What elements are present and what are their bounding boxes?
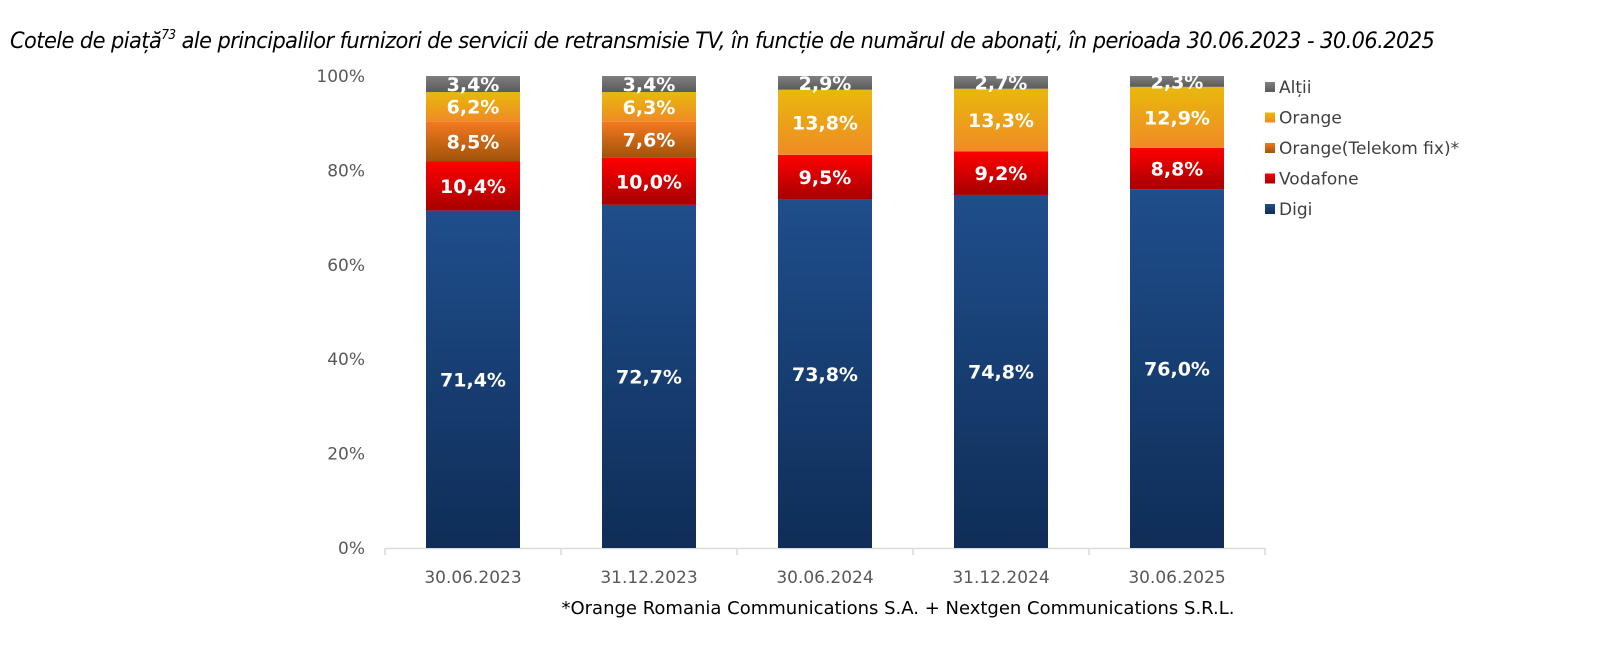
legend-item: Vodafone — [1265, 170, 1359, 190]
bar-segment — [426, 210, 520, 548]
bar-segment — [426, 76, 520, 93]
legend-item: Orange — [1265, 109, 1342, 129]
data-label: 10,0% — [616, 171, 682, 193]
bar-segment — [778, 199, 872, 548]
bar-segment — [778, 154, 872, 200]
legend-label: Alții — [1279, 78, 1311, 98]
data-label: 73,8% — [792, 364, 858, 386]
bar-segment — [954, 76, 1048, 89]
data-label: 9,5% — [799, 167, 852, 189]
data-label: 3,4% — [623, 74, 676, 96]
y-tick-label: 20% — [327, 445, 365, 465]
data-label: 2,9% — [799, 73, 852, 95]
x-axis: 30.06.2023 31.12.2023 30.06.2024 31.12.2024… — [384, 547, 1266, 588]
chart-title: Cotele de piață73 ale principalilor furn… — [10, 28, 1494, 54]
bar-segment — [602, 76, 696, 93]
data-label: 13,3% — [968, 110, 1034, 132]
bar-segment — [602, 121, 696, 158]
bar-segment — [954, 88, 1048, 152]
bar-segment — [602, 204, 696, 548]
bar-segment — [1130, 76, 1224, 87]
legend-item: Orange(Telekom fix)* — [1265, 139, 1459, 159]
y-tick-label: 80% — [327, 161, 365, 181]
bar-stack: 71,4% 10,4% 8,5% 6,2%3,4% — [426, 74, 520, 548]
chart-footnote: *Orange Romania Communications S.A. + Ne… — [561, 598, 1235, 619]
x-tick-label: 31.12.2023 — [600, 568, 697, 588]
data-label: 72,7% — [616, 366, 682, 388]
legend-label: Orange(Telekom fix)* — [1279, 139, 1459, 159]
bar-stack: 73,8% 9,5% 13,8% 2,9% — [778, 73, 872, 548]
data-label: 8,8% — [1151, 159, 1204, 181]
x-tick-label: 31.12.2024 — [952, 568, 1049, 588]
bar-stack: 74,8% 9,2% 13,3% 2,7% — [954, 72, 1048, 548]
data-label: 2,7% — [975, 72, 1028, 94]
title-footnote-ref: 73 — [161, 28, 176, 43]
y-tick-label: 60% — [327, 256, 365, 276]
chart-title-rest: ale principalilor furnizori de servicii … — [175, 28, 1435, 54]
data-label: 6,2% — [447, 97, 500, 119]
y-tick-label: 0% — [338, 539, 365, 559]
bar-segment — [1130, 147, 1224, 190]
bars: 71,4%10,4%8,5%6,2%3,4%72,7%10,0%7,6%6,3%… — [426, 71, 1224, 548]
data-label: 8,5% — [447, 131, 500, 153]
data-label: 9,2% — [975, 163, 1028, 185]
bar-segment — [1130, 189, 1224, 548]
bar-segment — [778, 89, 872, 155]
data-label: 13,8% — [792, 112, 858, 134]
data-label: 12,9% — [1144, 107, 1210, 129]
bar-segment — [602, 157, 696, 205]
bar-segment — [1130, 86, 1224, 148]
y-tick-label: 40% — [327, 350, 365, 370]
data-label: 7,6% — [623, 130, 676, 152]
bar-segment — [954, 194, 1048, 548]
data-label: 71,4% — [440, 369, 506, 391]
x-tick-label: 30.06.2023 — [424, 568, 521, 588]
legend-swatch — [1265, 173, 1275, 184]
data-label: 6,3% — [623, 97, 676, 119]
legend-label: Orange — [1279, 109, 1342, 129]
x-tick-label: 30.06.2025 — [1128, 568, 1225, 588]
chart-title-main: Cotele de piață — [10, 28, 162, 54]
legend-swatch — [1265, 112, 1275, 123]
y-tick-label: 100% — [316, 67, 365, 87]
data-label: 3,4% — [447, 74, 500, 96]
bar-segment — [426, 121, 520, 162]
bar-segment — [426, 161, 520, 211]
x-tick-label: 30.06.2024 — [776, 568, 873, 588]
data-label: 2,3% — [1151, 71, 1204, 93]
y-axis: 0% 20% 40% 60% 80% 100% — [316, 67, 365, 559]
legend-label: Digi — [1279, 200, 1312, 220]
legend-item: Alții — [1265, 78, 1311, 98]
bar-segment — [954, 151, 1048, 195]
data-label: 10,4% — [440, 176, 506, 198]
data-label: 76,0% — [1144, 359, 1210, 381]
legend-swatch — [1265, 204, 1275, 214]
bar-stack: 72,7% 10,0% 7,6% 6,3%3,4% — [602, 74, 696, 548]
legend: Alții Orange Orange(Telekom fix)* Vodafone D… — [1265, 78, 1459, 220]
legend-label: Vodafone — [1279, 170, 1359, 190]
legend-swatch — [1265, 82, 1275, 92]
bar-segment — [778, 76, 872, 90]
bar-segment — [426, 92, 520, 122]
bar-segment — [602, 92, 696, 122]
data-label: 74,8% — [968, 361, 1034, 383]
bar-stack: 76,0% 8,8% 12,9% 2,3% — [1130, 71, 1224, 548]
legend-item: Digi — [1265, 200, 1312, 220]
legend-swatch — [1265, 143, 1275, 153]
